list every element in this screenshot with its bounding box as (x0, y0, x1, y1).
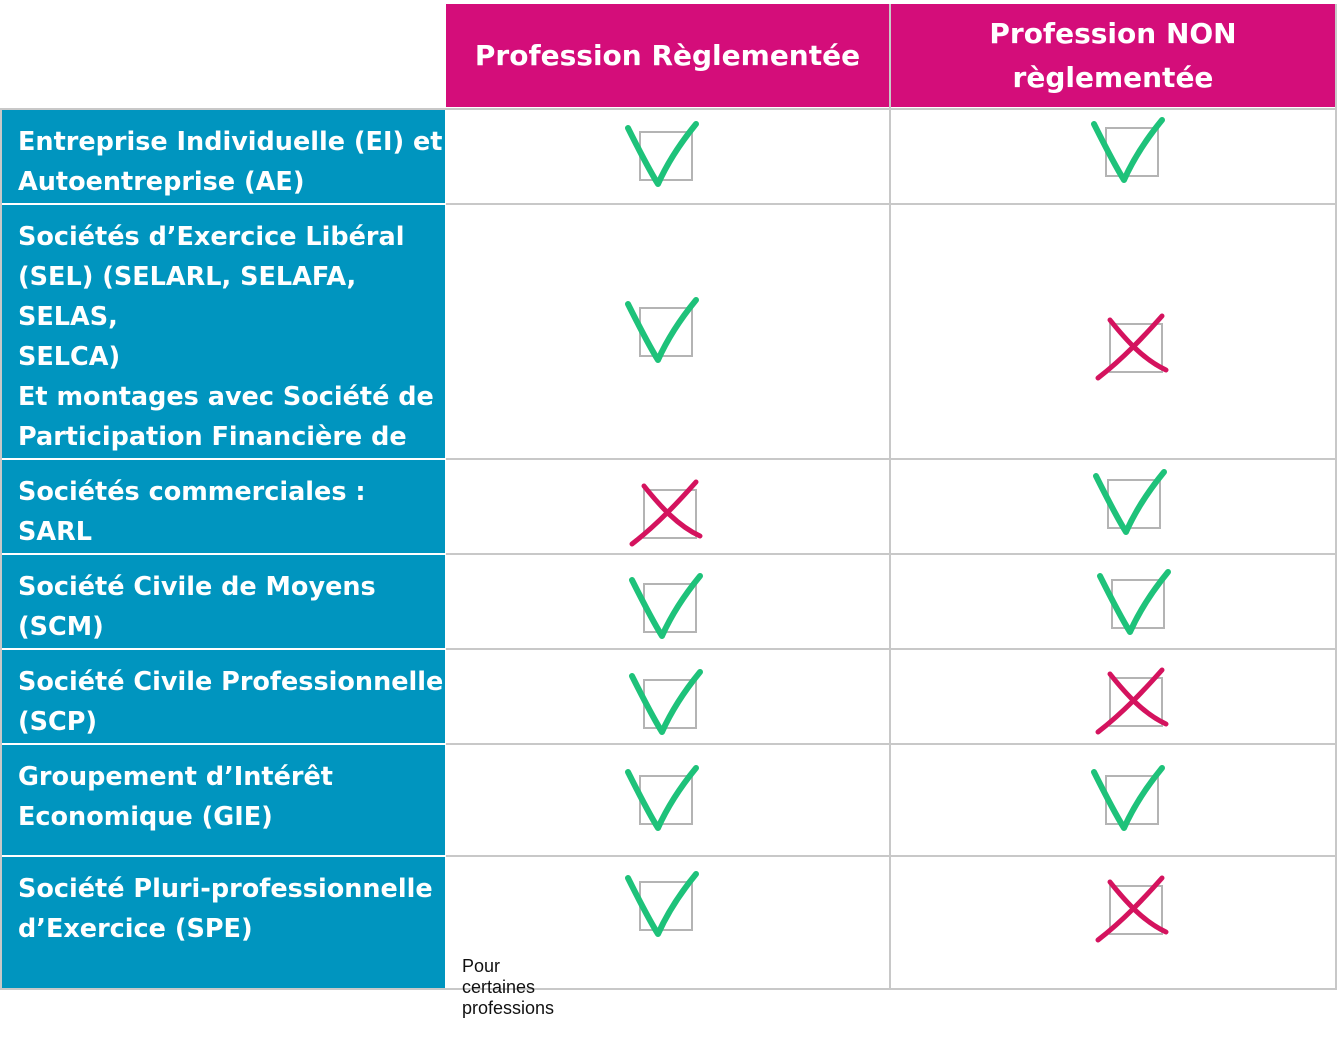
row-label-sarl-sas: Sociétés commerciales : SARL / SAS (2, 460, 445, 587)
mark-scp-col2 (1095, 667, 1169, 735)
checkbox-square (643, 489, 697, 539)
row-label-spe: Société Pluri-professionnelle d’Exercice… (2, 857, 445, 988)
check-mark-icon (629, 669, 703, 735)
mark-gie-col2 (1091, 765, 1165, 831)
mark-spe-col1 (625, 871, 699, 937)
check-mark-icon (1097, 569, 1171, 635)
mark-sel-col2 (1095, 313, 1169, 381)
mark-scp-col1 (629, 669, 703, 735)
mark-sel-col1 (625, 297, 699, 363)
mark-ei-col1 (625, 121, 699, 187)
header-professions-non-reglementees: Profession NON règlementée (891, 4, 1335, 107)
mark-gie-col1 (625, 765, 699, 831)
row-label-scm: Société Civile de Moyens (SCM) (2, 555, 445, 648)
check-mark-icon (1091, 117, 1165, 183)
check-mark-icon (1091, 765, 1165, 831)
footnote: Pour certaines professions (462, 956, 555, 1018)
check-mark-icon (1093, 469, 1167, 535)
check-mark-icon (625, 765, 699, 831)
row-label-ei-ae: Entreprise Individuelle (EI) et Autoentr… (2, 110, 445, 203)
check-mark-icon (625, 121, 699, 187)
mark-ei-col2 (1091, 117, 1165, 183)
header-professions-reglementees: Profession Règlementée (446, 4, 889, 107)
cross-mark-icon (1095, 875, 1169, 943)
mark-scm-col2 (1097, 569, 1171, 635)
row-label-gie: Groupement d’Intérêt Economique (GIE) (2, 745, 445, 855)
checkbox-square (1109, 885, 1163, 935)
cross-mark-icon (1095, 667, 1169, 735)
check-mark-icon (629, 573, 703, 639)
mark-scm-col1 (629, 573, 703, 639)
check-mark-icon (625, 871, 699, 937)
checkbox-square (1109, 323, 1163, 373)
cross-mark-icon (629, 479, 703, 547)
mark-sarl-col2 (1093, 469, 1167, 535)
checkbox-square (1109, 677, 1163, 727)
row-label-sel: Sociétés d’Exercice Libéral (SEL) (SELAR… (2, 205, 445, 492)
cross-mark-icon (1095, 313, 1169, 381)
check-mark-icon (625, 297, 699, 363)
mark-sarl-col1 (629, 479, 703, 547)
mark-spe-col2 (1095, 875, 1169, 943)
row-label-scp: Société Civile Professionnelle (SCP) (2, 650, 445, 743)
